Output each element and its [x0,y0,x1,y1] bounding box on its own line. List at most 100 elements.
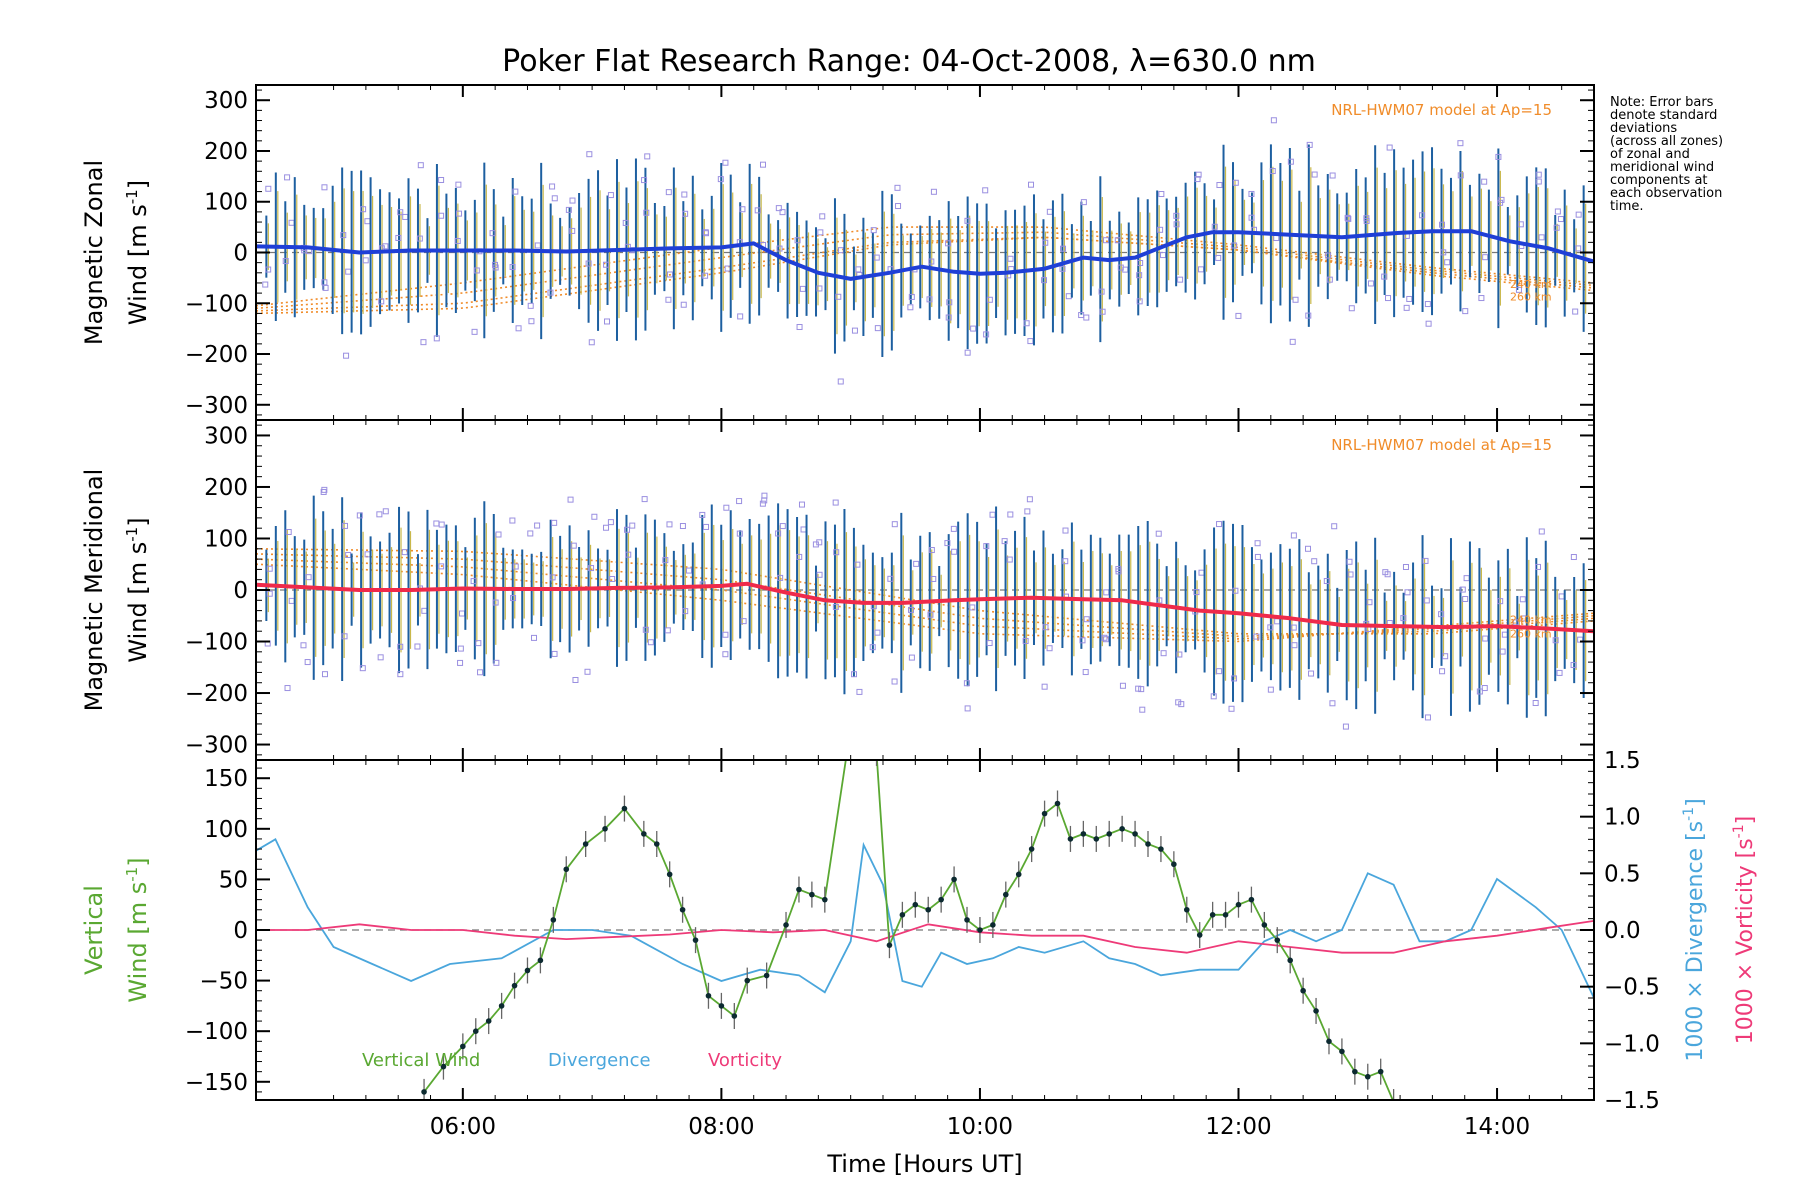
vertical-wind-point [692,937,699,943]
data-point [1287,158,1294,165]
data-point [1083,616,1090,623]
data-point [531,634,538,641]
data-point [1538,528,1545,535]
data-point [775,530,782,537]
data-point [662,557,669,564]
data-point [300,642,307,649]
data-point [1481,178,1488,185]
data-point [1291,642,1298,649]
data-point [739,206,746,213]
data-point [1178,701,1185,708]
data-point [1342,723,1349,730]
data-point [1538,234,1545,241]
data-point [779,209,786,216]
y-tick-label: −100 [185,291,248,317]
data-point [1323,578,1330,585]
data-point [438,176,445,183]
data-point [1079,637,1086,644]
data-point [1099,308,1106,315]
data-point [682,608,689,615]
data-point [665,189,672,196]
data-point [665,296,672,303]
data-point [1425,320,1432,327]
data-point [1482,254,1489,261]
data-point [1060,245,1067,252]
data-point [1575,211,1582,218]
data-point [964,349,971,356]
vertical-wind-point [705,992,712,999]
data-point [800,526,807,533]
data-point [603,524,610,531]
data-point [515,325,522,332]
y-tick-label: 0 [233,918,248,944]
data-point [265,185,272,192]
data-point [1157,226,1164,233]
data-point [475,640,482,647]
data-point [1363,215,1370,222]
data-point [812,541,819,548]
data-point [854,561,861,568]
right-axis-label-text: 1000 × Divergence [s-1] [1681,798,1708,1061]
data-point [1439,668,1446,675]
data-point [607,192,614,199]
note-line: denote standard [1610,108,1718,123]
data-point [1228,705,1235,712]
data-point [1059,265,1066,272]
vertical-wind-point [1248,896,1255,903]
data-point [928,258,935,265]
data-point [722,631,729,638]
data-point [1290,532,1297,539]
vertical-wind-point [641,831,647,837]
data-point [534,522,541,529]
data-point [870,227,877,234]
vertical-wind-point [582,841,589,847]
right-axis-label-divergence: 1000 × Divergence [s-1] [1681,798,1708,1061]
data-point [1137,259,1144,266]
model-curve [256,236,1594,312]
data-point [509,517,516,524]
note-line: of zonal and [1610,147,1690,162]
model-altitude-label: 240 km [1510,613,1552,626]
data-point [1115,566,1122,573]
data-point [759,500,766,507]
vertical-wind-point [809,891,815,898]
data-point [1001,538,1008,545]
data-point [851,327,858,334]
data-point [1046,208,1053,215]
y-axis-label: Vertical Wind [m s-1] [80,857,152,1002]
data-point [1235,312,1242,319]
data-point [1216,668,1223,675]
vertical-wind-point [1222,912,1229,918]
data-point [945,240,952,247]
data-point [891,678,898,685]
data-point [284,685,291,692]
data-point [1136,272,1143,279]
data-point [1348,305,1355,312]
data-point [528,318,535,325]
data-point [551,519,558,526]
data-point [588,339,595,346]
data-point [983,331,990,338]
data-point [493,659,500,666]
data-point [1103,237,1110,244]
data-point [1216,521,1223,528]
right-y-tick-label: −1.0 [1604,1031,1660,1057]
data-point [1459,586,1466,593]
data-point [1462,308,1469,315]
data-point [664,627,671,634]
data-point [1499,648,1506,655]
data-point [588,565,595,572]
data-point [603,261,610,268]
vertical-wind-point [1326,1038,1332,1045]
data-point [510,595,517,602]
data-point [1177,276,1184,283]
data-point [359,665,366,672]
data-point [1232,179,1239,186]
y-tick-label: 200 [204,139,248,165]
data-point [641,496,648,503]
data-point [1231,675,1238,682]
data-point [1267,686,1274,693]
vertical-wind-point [524,967,531,974]
x-tick-label: 10:00 [947,1114,1013,1140]
data-point [1404,589,1411,596]
